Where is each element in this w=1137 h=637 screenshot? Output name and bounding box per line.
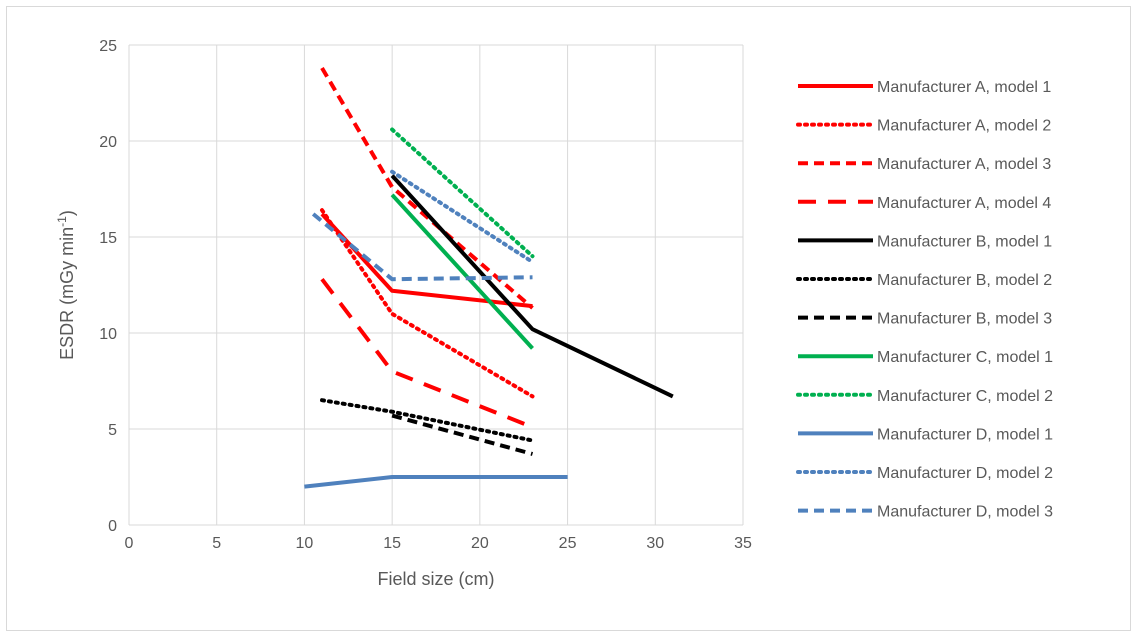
y-axis-ticks: 0 5 10 15 20 25 xyxy=(99,38,117,535)
series-line-12 xyxy=(311,212,533,282)
legend-label-2: Manufacturer A, model 2 xyxy=(877,118,1051,135)
series-line-11 xyxy=(390,169,535,264)
y-axis-title-end: ) xyxy=(57,210,77,216)
legend-label-9: Manufacturer C, model 2 xyxy=(877,388,1053,405)
x-tick-label: 15 xyxy=(383,535,401,552)
chart-frame: 0 5 10 15 20 25 30 35 0 5 10 15 20 25 Field size (cm… xyxy=(6,6,1131,631)
line-chart: 0 5 10 15 20 25 30 35 0 5 10 15 20 25 Field size (cm… xyxy=(55,38,1053,589)
legend-label-1: Manufacturer A, model 1 xyxy=(877,79,1051,96)
legend-label-4: Manufacturer A, model 4 xyxy=(877,195,1051,212)
x-axis-ticks: 0 5 10 15 20 25 30 35 xyxy=(125,535,752,552)
series-line-3 xyxy=(320,66,534,310)
y-tick-label: 15 xyxy=(99,230,117,247)
series-lines xyxy=(304,66,674,489)
series-line-9 xyxy=(390,127,535,259)
legend-label-11: Manufacturer D, model 2 xyxy=(877,465,1053,482)
series-line-2 xyxy=(320,208,535,399)
series-line-10 xyxy=(304,475,568,489)
x-tick-label: 10 xyxy=(296,535,314,552)
series-line-8 xyxy=(390,193,534,350)
x-tick-label: 30 xyxy=(646,535,664,552)
x-tick-label: 20 xyxy=(471,535,489,552)
legend-label-6: Manufacturer B, model 2 xyxy=(877,272,1052,289)
y-tick-label: 10 xyxy=(99,326,117,343)
y-axis-title-main: ESDR (mGy min xyxy=(57,227,77,360)
y-tick-label: 20 xyxy=(99,134,117,151)
y-tick-label: 25 xyxy=(99,38,117,55)
x-tick-label: 5 xyxy=(212,535,221,552)
legend-label-10: Manufacturer D, model 1 xyxy=(877,426,1053,443)
y-axis-title: ESDR (mGy min-1) xyxy=(55,210,77,360)
y-tick-label: 0 xyxy=(108,518,117,535)
x-tick-label: 0 xyxy=(125,535,134,552)
series-line-7 xyxy=(391,413,534,456)
legend-label-7: Manufacturer B, model 3 xyxy=(877,311,1052,328)
series-line-5 xyxy=(390,174,674,399)
y-axis-title-superscript: -1 xyxy=(55,216,69,227)
gridlines xyxy=(128,44,744,526)
x-tick-label: 35 xyxy=(734,535,752,552)
series-line-6 xyxy=(320,398,535,443)
legend-label-12: Manufacturer D, model 3 xyxy=(877,504,1053,521)
x-tick-label: 25 xyxy=(559,535,577,552)
y-tick-label: 5 xyxy=(108,422,117,439)
series-line-4 xyxy=(320,277,534,429)
x-axis-title: Field size (cm) xyxy=(377,569,494,589)
legend: Manufacturer A, model 1 Manufacturer A, m… xyxy=(796,79,1053,521)
legend-label-3: Manufacturer A, model 3 xyxy=(877,156,1051,173)
legend-label-8: Manufacturer C, model 1 xyxy=(877,349,1053,366)
legend-label-5: Manufacturer B, model 1 xyxy=(877,233,1052,250)
